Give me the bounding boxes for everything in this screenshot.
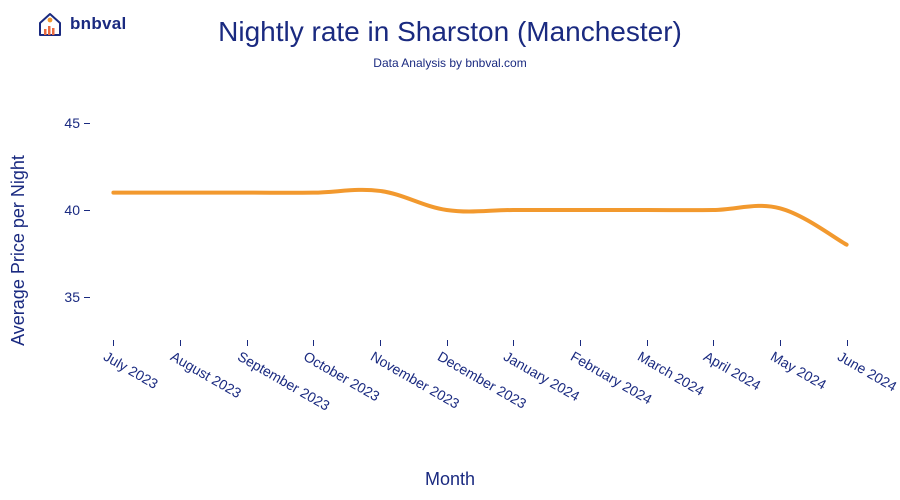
x-tick-mark — [113, 340, 114, 346]
x-tick-label: July 2023 — [101, 348, 161, 392]
x-tick-label: May 2024 — [768, 348, 829, 393]
x-tick-mark — [380, 340, 381, 346]
x-tick-mark — [847, 340, 848, 346]
y-axis-label-text: Average Price per Night — [8, 155, 29, 346]
y-tick-label: 35 — [40, 289, 80, 305]
y-tick-mark — [84, 297, 90, 298]
x-tick-mark — [180, 340, 181, 346]
x-tick-mark — [580, 340, 581, 346]
x-tick-mark — [780, 340, 781, 346]
chart-subtitle: Data Analysis by bnbval.com — [0, 56, 900, 70]
x-tick-label: June 2024 — [835, 348, 900, 395]
x-tick-mark — [713, 340, 714, 346]
y-axis-label: Average Price per Night — [8, 0, 28, 500]
plot-area: 354045July 2023August 2023September 2023… — [90, 80, 870, 340]
x-tick-mark — [647, 340, 648, 346]
chart-title: Nightly rate in Sharston (Manchester) — [0, 16, 900, 48]
line-series — [90, 80, 870, 340]
x-axis-label: Month — [0, 469, 900, 490]
x-tick-mark — [247, 340, 248, 346]
x-tick-mark — [513, 340, 514, 346]
x-tick-label: August 2023 — [168, 348, 244, 401]
series-path — [113, 190, 846, 245]
x-tick-mark — [447, 340, 448, 346]
y-tick-mark — [84, 210, 90, 211]
x-tick-label: April 2024 — [701, 348, 764, 393]
x-tick-mark — [313, 340, 314, 346]
y-tick-label: 45 — [40, 115, 80, 131]
y-tick-mark — [84, 123, 90, 124]
y-tick-label: 40 — [40, 202, 80, 218]
